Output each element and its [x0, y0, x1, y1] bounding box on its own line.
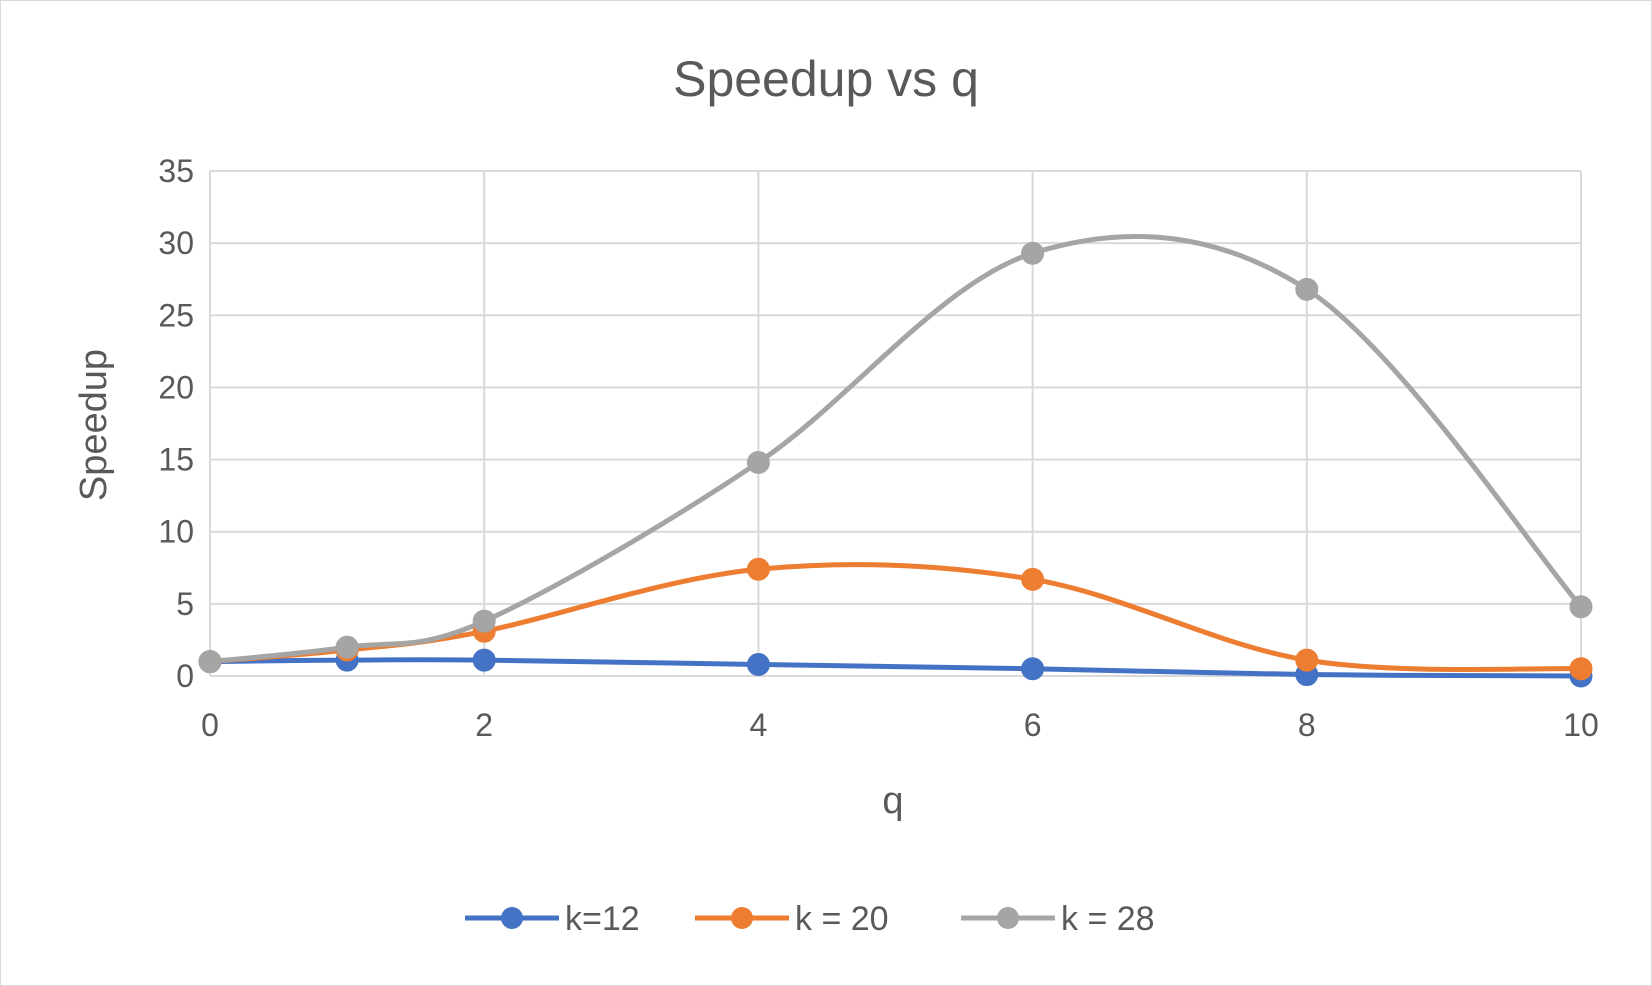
series-lines: [207, 233, 1584, 679]
x-tick-label: 4: [750, 707, 768, 743]
legend-item-2: k = 28: [961, 900, 1155, 938]
data-point-s1-p3: [746, 557, 770, 581]
data-point-s2-p5: [1295, 277, 1319, 301]
legend-label: k = 28: [1061, 900, 1155, 938]
data-point-s1-p4: [1021, 567, 1045, 591]
data-point-s1-p5: [1295, 648, 1319, 672]
y-tick-label: 10: [158, 514, 194, 550]
series-line-2: [207, 233, 1584, 665]
data-point-s2-p0: [198, 650, 222, 674]
series-markers: [198, 241, 1593, 688]
x-axis-label: q: [882, 780, 903, 822]
series-line-1: [207, 562, 1584, 673]
legend-swatch-marker: [501, 907, 523, 929]
y-tick-label: 5: [176, 586, 194, 622]
data-point-s0-p3: [746, 652, 770, 676]
data-point-s2-p2: [472, 609, 496, 633]
data-point-s0-p2: [472, 648, 496, 672]
x-tick-label: 10: [1563, 707, 1599, 743]
tick-labels: 0 5 10 15 20 25 30 35 0 2 4 6 8 10: [158, 153, 1598, 743]
x-tick-label: 2: [475, 707, 493, 743]
data-point-s2-p1: [335, 635, 359, 659]
data-point-s2-p4: [1021, 241, 1045, 265]
y-tick-label: 0: [176, 658, 194, 694]
x-tick-label: 0: [201, 707, 219, 743]
y-tick-label: 35: [158, 153, 194, 189]
legend-label: k = 20: [795, 900, 889, 938]
legend-swatch-marker: [731, 907, 753, 929]
data-point-s1-p6: [1569, 657, 1593, 681]
y-tick-label: 15: [158, 442, 194, 478]
legend-swatch-marker: [997, 907, 1019, 929]
data-point-s2-p6: [1569, 595, 1593, 619]
x-tick-label: 8: [1298, 707, 1316, 743]
legend-item-1: k = 20: [695, 900, 889, 938]
y-tick-label: 20: [158, 369, 194, 405]
x-tick-label: 6: [1024, 707, 1042, 743]
data-point-s2-p3: [746, 450, 770, 474]
chart-title: Speedup vs q: [673, 51, 979, 107]
data-point-s0-p4: [1021, 657, 1045, 681]
legend: k=12 k = 20 k = 28: [465, 900, 1155, 938]
y-tick-label: 30: [158, 225, 194, 261]
legend-label: k=12: [565, 900, 640, 938]
gridlines: [209, 170, 1582, 677]
y-axis-label: Speedup: [73, 349, 115, 501]
y-tick-label: 25: [158, 297, 194, 333]
legend-item-0: k=12: [465, 900, 640, 938]
